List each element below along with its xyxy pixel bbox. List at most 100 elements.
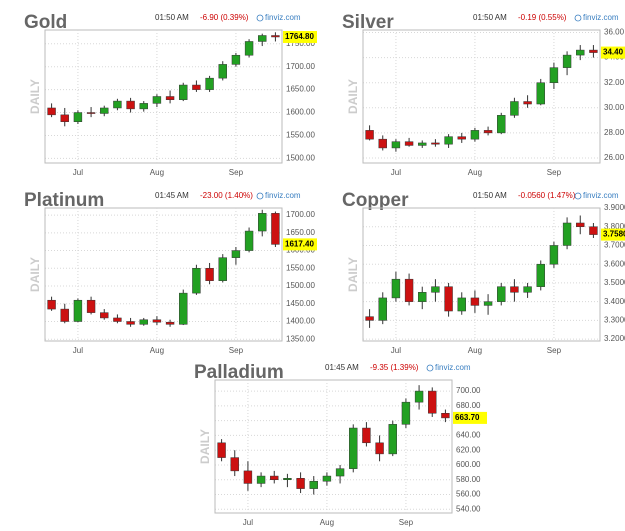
candle-body [244, 41, 254, 56]
candle-body [562, 222, 572, 246]
chart-title: Copper [342, 190, 409, 211]
candle-body [152, 96, 162, 104]
candle-body [523, 286, 532, 293]
chart-panel: Palladium 01:45 AM -9.35 (1.39%) finviz.com… [194, 362, 487, 527]
source-icon [574, 14, 582, 22]
x-tick-label: Aug [320, 518, 334, 527]
plot-frame [44, 207, 283, 342]
candle-body [576, 49, 585, 56]
candle-body [349, 427, 358, 469]
candle-body [470, 297, 480, 306]
candle-body [113, 100, 122, 109]
candle-body [231, 250, 241, 258]
candle-body [243, 470, 253, 484]
y-tick-label: 600.00 [456, 460, 481, 469]
candle-body [192, 268, 201, 294]
y-tick-label: 3.6000 [604, 259, 625, 268]
candle-body [589, 226, 598, 235]
chart-panel: Platinum 01:45 AM -23.00 (1.40%) finviz.com… [24, 190, 317, 355]
candle-body [510, 286, 519, 293]
last-price-box [601, 228, 625, 241]
last-price-box [283, 238, 317, 251]
quote-time: 01:50 AM [473, 13, 507, 22]
source-label: finviz.com [265, 191, 301, 200]
x-tick-label: Jul [391, 346, 401, 355]
candle-body [457, 297, 466, 312]
last-price-box [601, 46, 625, 59]
quote-time: 01:45 AM [325, 363, 359, 372]
candle-body [391, 278, 401, 299]
candle-body [404, 278, 414, 302]
chart-title: Gold [24, 12, 67, 33]
y-axis-label: DAILY [198, 429, 212, 464]
y-axis-label: DAILY [28, 257, 42, 292]
last-price-box [283, 30, 317, 43]
candle-body [562, 54, 572, 68]
candle-body [192, 84, 201, 90]
candle-body [139, 103, 148, 110]
candle-body [152, 319, 162, 323]
y-tick-label: 3.2000 [604, 334, 625, 343]
y-tick-label: 30.00 [604, 103, 625, 112]
quote-time: 01:50 AM [155, 13, 189, 22]
x-tick-label: Jul [243, 518, 253, 527]
candle-body [256, 475, 266, 484]
candle-body [217, 442, 226, 458]
last-price-label: 3.7580 [603, 230, 625, 239]
last-price-label: 1617.40 [285, 239, 314, 248]
x-tick-label: Sep [229, 346, 244, 355]
candle-body [179, 84, 188, 100]
quote-time: 01:45 AM [155, 191, 189, 200]
source-icon [426, 364, 434, 372]
y-tick-label: 3.3000 [604, 316, 625, 325]
chart-title: Platinum [24, 190, 104, 211]
chart-title: Silver [342, 12, 394, 33]
candle-body [100, 107, 109, 114]
source-icon [256, 192, 264, 200]
y-tick-label: 1650.00 [286, 85, 315, 94]
candle-body [365, 130, 374, 140]
price-change: -0.19 (0.55%) [518, 13, 567, 22]
y-tick-label: 1550.00 [286, 263, 315, 272]
candle-body [470, 130, 480, 140]
last-price-label: 663.70 [455, 413, 480, 422]
y-tick-label: 3.7000 [604, 241, 625, 250]
candle-body [428, 390, 437, 414]
candle-body [231, 54, 241, 65]
y-axis-label: DAILY [28, 79, 42, 114]
candle-body [404, 141, 414, 146]
candle-body [457, 136, 466, 140]
candle-body [86, 112, 96, 114]
candle-body [576, 222, 585, 227]
source-label: finviz.com [583, 13, 619, 22]
chart-panel: Gold 01:50 AM -6.90 (0.39%) finviz.com DAILY… [24, 12, 317, 177]
y-tick-label: 36.00 [604, 28, 625, 37]
candle-body [165, 321, 175, 325]
x-tick-label: Aug [468, 168, 482, 177]
candle-body [335, 468, 345, 477]
candle-body [444, 136, 453, 145]
candle-body [536, 82, 545, 105]
candle-body [441, 413, 450, 419]
price-change: -9.35 (1.39%) [370, 363, 419, 372]
y-tick-label: 1700.00 [286, 210, 315, 219]
candle-body [218, 257, 227, 281]
candle-body [205, 268, 214, 281]
candle-body [100, 312, 109, 319]
candle-body [483, 301, 493, 306]
candle-body [258, 213, 267, 232]
y-tick-label: 1700.00 [286, 62, 315, 71]
source-icon [256, 14, 264, 22]
plot-frame [362, 207, 601, 342]
x-tick-label: Aug [468, 346, 482, 355]
candle-body [365, 316, 374, 321]
price-change: -23.00 (1.40%) [200, 191, 253, 200]
candle-body [205, 77, 214, 90]
y-tick-label: 640.00 [456, 431, 481, 440]
y-tick-label: 1350.00 [286, 334, 315, 343]
candle-body [60, 308, 69, 322]
x-tick-label: Aug [150, 168, 164, 177]
candle-body [362, 427, 371, 444]
x-tick-label: Jul [73, 346, 83, 355]
